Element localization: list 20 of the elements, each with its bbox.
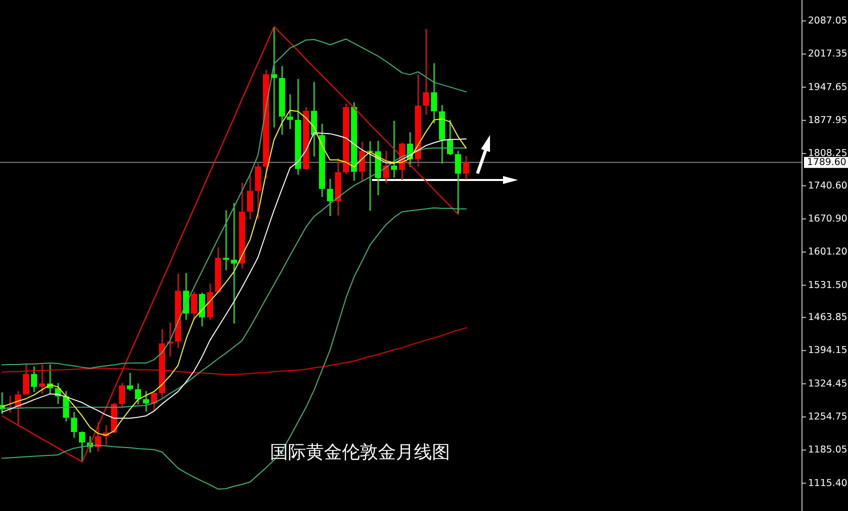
y-tick-label: 1808.25	[808, 148, 848, 160]
y-tick-label: 1324.45	[808, 378, 848, 390]
line-series	[2, 207, 466, 490]
y-tick-label: 1463.85	[808, 312, 848, 324]
y-tick-label: 1254.75	[808, 412, 848, 423]
y-tick-label: 1947.65	[808, 82, 848, 93]
ref-line-label: 1789.60	[807, 157, 846, 168]
y-tick-label: 1670.90	[808, 214, 848, 225]
y-tick-label: 1185.05	[808, 444, 848, 456]
line-series	[2, 327, 466, 375]
y-tick-label: 1877.95	[808, 114, 848, 126]
y-tick-label: 2017.35	[808, 48, 848, 60]
y-tick-label: 1394.15	[808, 345, 848, 356]
y-tick-label: 1531.50	[808, 280, 848, 291]
line-series	[2, 26, 458, 462]
y-tick-label: 1601.20	[808, 246, 848, 258]
line-series	[2, 38, 466, 369]
y-tick-label: 1115.40	[808, 478, 848, 489]
y-tick-label: 2087.05	[808, 16, 848, 27]
y-tick-label: 1740.60	[808, 180, 848, 192]
